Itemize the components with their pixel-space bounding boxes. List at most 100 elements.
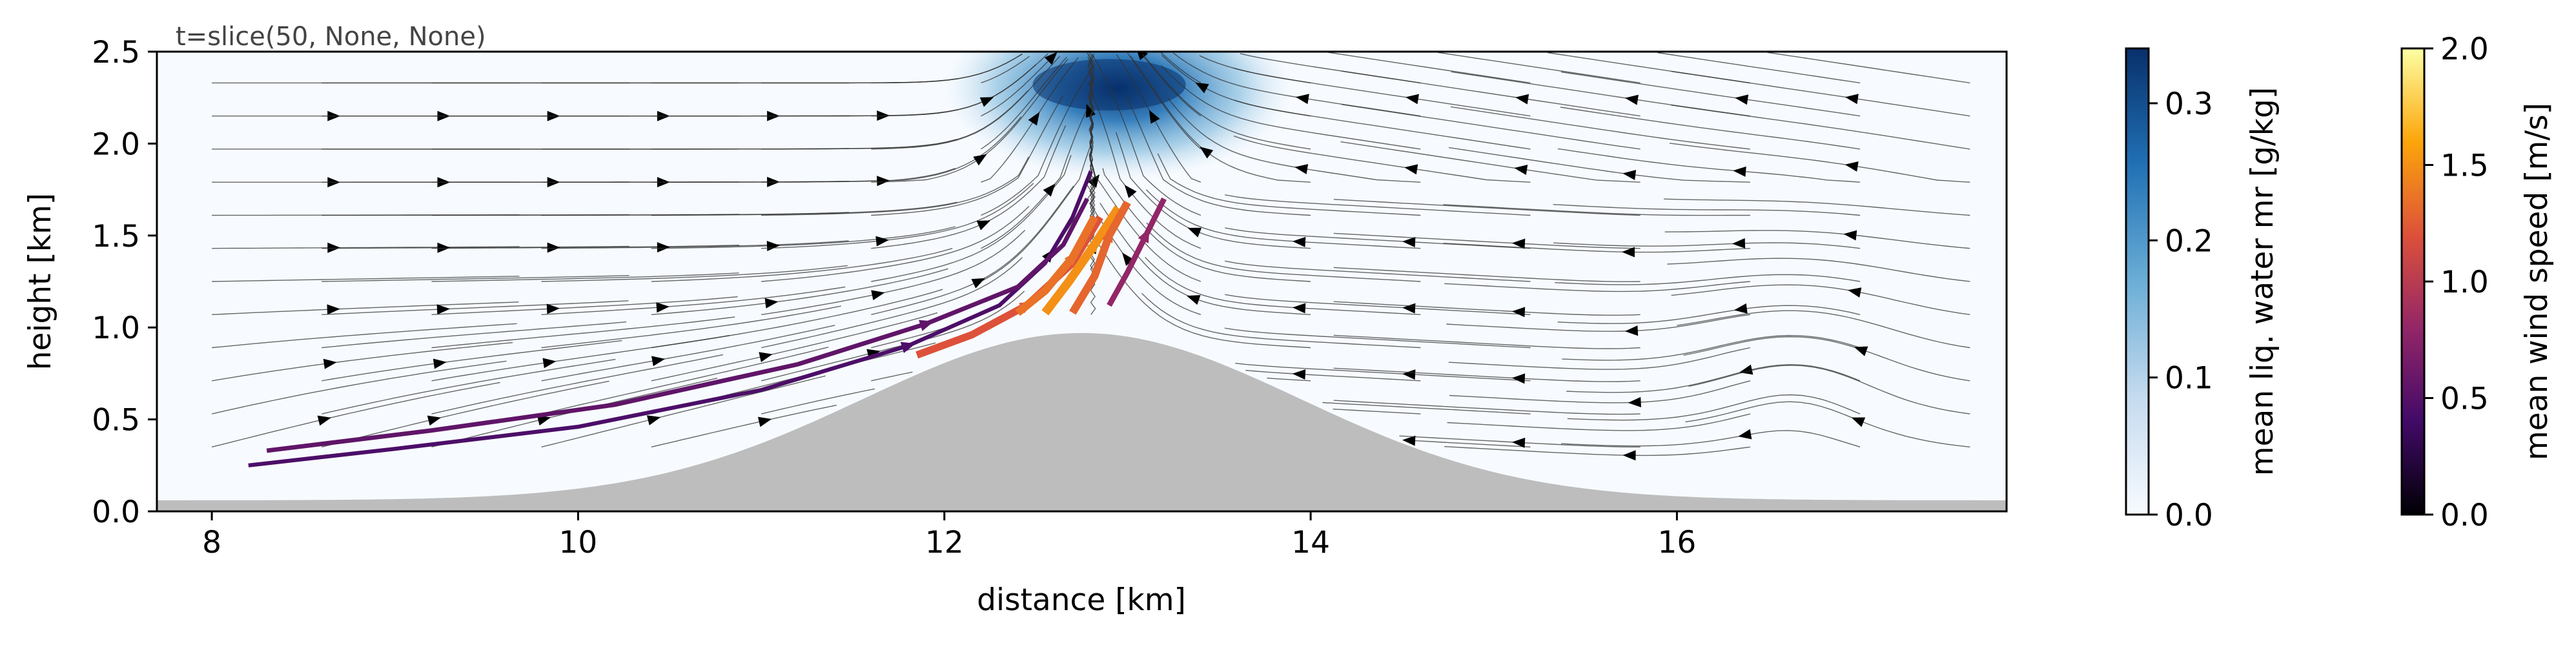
background-streamline — [1561, 71, 1861, 117]
background-streamline — [541, 286, 846, 315]
background-streamline — [761, 205, 1030, 282]
background-streamline — [871, 155, 1072, 282]
background-streamline — [1450, 106, 1750, 150]
background-streamline — [212, 246, 520, 249]
streamline-arrow — [766, 240, 780, 251]
streamline-arrow — [1845, 161, 1859, 172]
background-streamline — [651, 201, 957, 216]
upslope-streamline-arrow — [1101, 227, 1113, 243]
background-streamline — [1557, 148, 1861, 183]
streamline-arrow — [1514, 165, 1528, 175]
streamline-arrow — [437, 242, 451, 253]
x-tick-label: 12 — [925, 525, 964, 560]
background-streamline — [981, 52, 1058, 117]
y-axis: 0.0 0.5 1.0 1.5 2.0 2.5 — [92, 35, 157, 530]
streamline-arrow — [1149, 110, 1160, 124]
streamline-arrow — [877, 176, 890, 187]
streamline-arrow — [1187, 295, 1201, 305]
streamline-arrow — [546, 303, 560, 314]
background-streamline — [1443, 204, 1750, 216]
background-streamline — [322, 380, 609, 447]
upslope-streamlines — [248, 170, 1167, 467]
upslope-streamline-arrow — [1086, 238, 1099, 253]
background-streamline — [1443, 243, 1750, 253]
background-streamline — [1089, 116, 1201, 282]
background-streamline — [1667, 258, 1970, 282]
streamline-arrow — [1733, 303, 1748, 314]
background-streamline — [212, 276, 520, 282]
streamline-arrow — [1085, 103, 1096, 118]
background-streamline — [871, 96, 1063, 216]
background-streamline — [322, 340, 622, 382]
streamline-arrow — [979, 97, 994, 107]
streamline-arrow — [1195, 82, 1209, 94]
background-streamline — [981, 56, 1067, 150]
upslope-streamline-arrow — [919, 320, 934, 331]
upslope-streamline — [1107, 197, 1167, 307]
background-streamline — [1333, 267, 1641, 282]
background-streamline — [1657, 52, 1861, 84]
background-streamline — [1130, 56, 1311, 183]
background-streamline — [1560, 107, 1861, 150]
background-streamline — [1087, 52, 1096, 83]
background-streamline — [1142, 54, 1311, 150]
streamline-arrow — [1624, 325, 1639, 336]
streamline-arrow — [1622, 450, 1636, 461]
background-streamline — [1160, 52, 1201, 83]
streamline-arrow — [327, 304, 340, 315]
streamline-arrow — [875, 236, 890, 247]
y-tick-label: 0.0 — [92, 495, 140, 530]
background-streamline — [1555, 274, 1861, 285]
liquid-water-colorbar: 0.0 0.1 0.2 0.3 mean liq. water mr [g/kg] — [2125, 47, 2280, 533]
background-streamline — [1677, 310, 1970, 349]
background-streamline — [1233, 67, 1531, 117]
background-streamline — [541, 265, 848, 282]
background-streamline — [1553, 242, 1861, 249]
background-streamline — [1664, 198, 1970, 216]
liquid-water-colorbar-fill — [2125, 47, 2150, 516]
streamline-arrow — [1845, 94, 1859, 105]
background-streamline — [651, 248, 953, 282]
background-streamline — [1127, 52, 1201, 150]
background-streamline — [1409, 440, 1531, 447]
background-streamline — [322, 300, 629, 315]
streamline-arrow — [656, 302, 670, 313]
background-streamline — [1140, 52, 1201, 117]
background-streamline — [211, 360, 507, 415]
streamline-arrow — [537, 415, 551, 425]
colorbar-tick-label: 1.5 — [2440, 148, 2489, 184]
streamline-arrow — [759, 352, 773, 362]
background-streamline — [1126, 96, 1311, 216]
streamline-arrow — [1294, 164, 1309, 174]
background-streamline — [1333, 400, 1641, 415]
streamline-arrow — [1628, 396, 1641, 407]
streamline-arrow — [1295, 94, 1309, 105]
background-streamline — [211, 342, 513, 382]
streamline-arrow — [871, 290, 885, 301]
background-streamline — [1087, 52, 1096, 116]
streamline-arrow — [1405, 94, 1419, 105]
streamline-arrow — [1044, 52, 1058, 65]
wind-speed-colorbar: 0.0 0.5 1.0 1.5 2.0 mean wind speed [m/s] — [2400, 32, 2555, 533]
streamline-arrow — [764, 298, 779, 309]
streamline-arrow — [1292, 303, 1306, 314]
streamline-arrow — [1515, 94, 1529, 105]
streamline-arrow — [1402, 237, 1416, 248]
background-streamline — [1342, 70, 1641, 117]
background-streamline — [1671, 70, 1970, 117]
background-streamline — [761, 183, 1034, 249]
background-streamline — [541, 325, 835, 382]
background-streamline — [1448, 147, 1750, 183]
terrain-mountain — [157, 333, 2007, 511]
background-streamline — [1267, 377, 1311, 382]
background-streamline — [541, 305, 841, 349]
background-streamline — [1089, 152, 1201, 315]
background-streamline — [1341, 104, 1641, 150]
background-streamline — [431, 245, 740, 249]
background-streamline — [761, 388, 875, 415]
background-streamline — [431, 272, 739, 282]
background-streamline — [1683, 336, 1970, 382]
background-streamline — [761, 90, 1029, 150]
background-streamline — [1333, 301, 1641, 316]
